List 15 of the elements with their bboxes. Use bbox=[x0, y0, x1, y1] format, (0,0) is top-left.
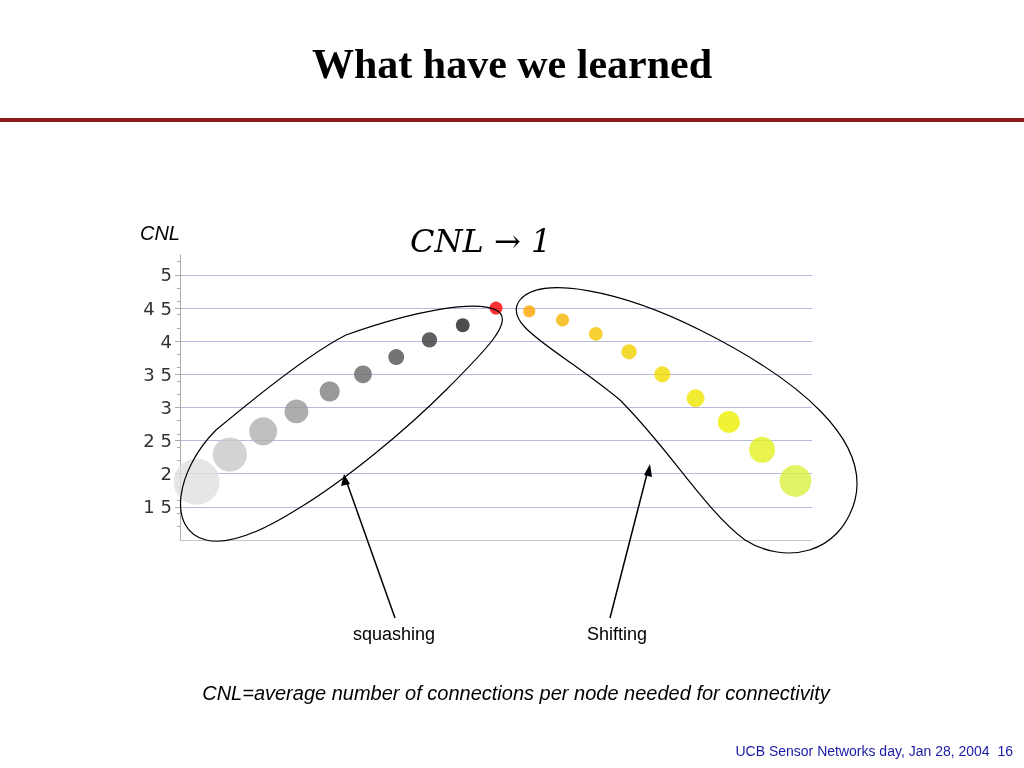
text: UCB Sensor Networks day, Jan 28, 2004 16 bbox=[735, 743, 1014, 759]
chart-title: What have we learned bbox=[311, 41, 713, 87]
y-tick-label: 1 5 bbox=[143, 496, 172, 518]
y-tick-label: 3 5 bbox=[143, 363, 172, 385]
y-axis-title: CNL bbox=[139, 222, 180, 244]
y-tick-label: 4 bbox=[160, 330, 172, 352]
y-tick-label: 5 bbox=[160, 264, 172, 286]
y-tick-label: 2 5 bbox=[143, 430, 172, 452]
text: CNL=average number of connections per node needed for connectivity bbox=[202, 682, 831, 704]
text: squashing bbox=[352, 624, 436, 644]
text: Shifting bbox=[586, 624, 648, 644]
y-tick-label: 4 5 bbox=[143, 297, 172, 319]
y-tick-label: 2 bbox=[160, 463, 172, 485]
chart-subtitle: CNL → 1 bbox=[410, 222, 552, 260]
y-tick-label: 3 bbox=[160, 396, 172, 418]
